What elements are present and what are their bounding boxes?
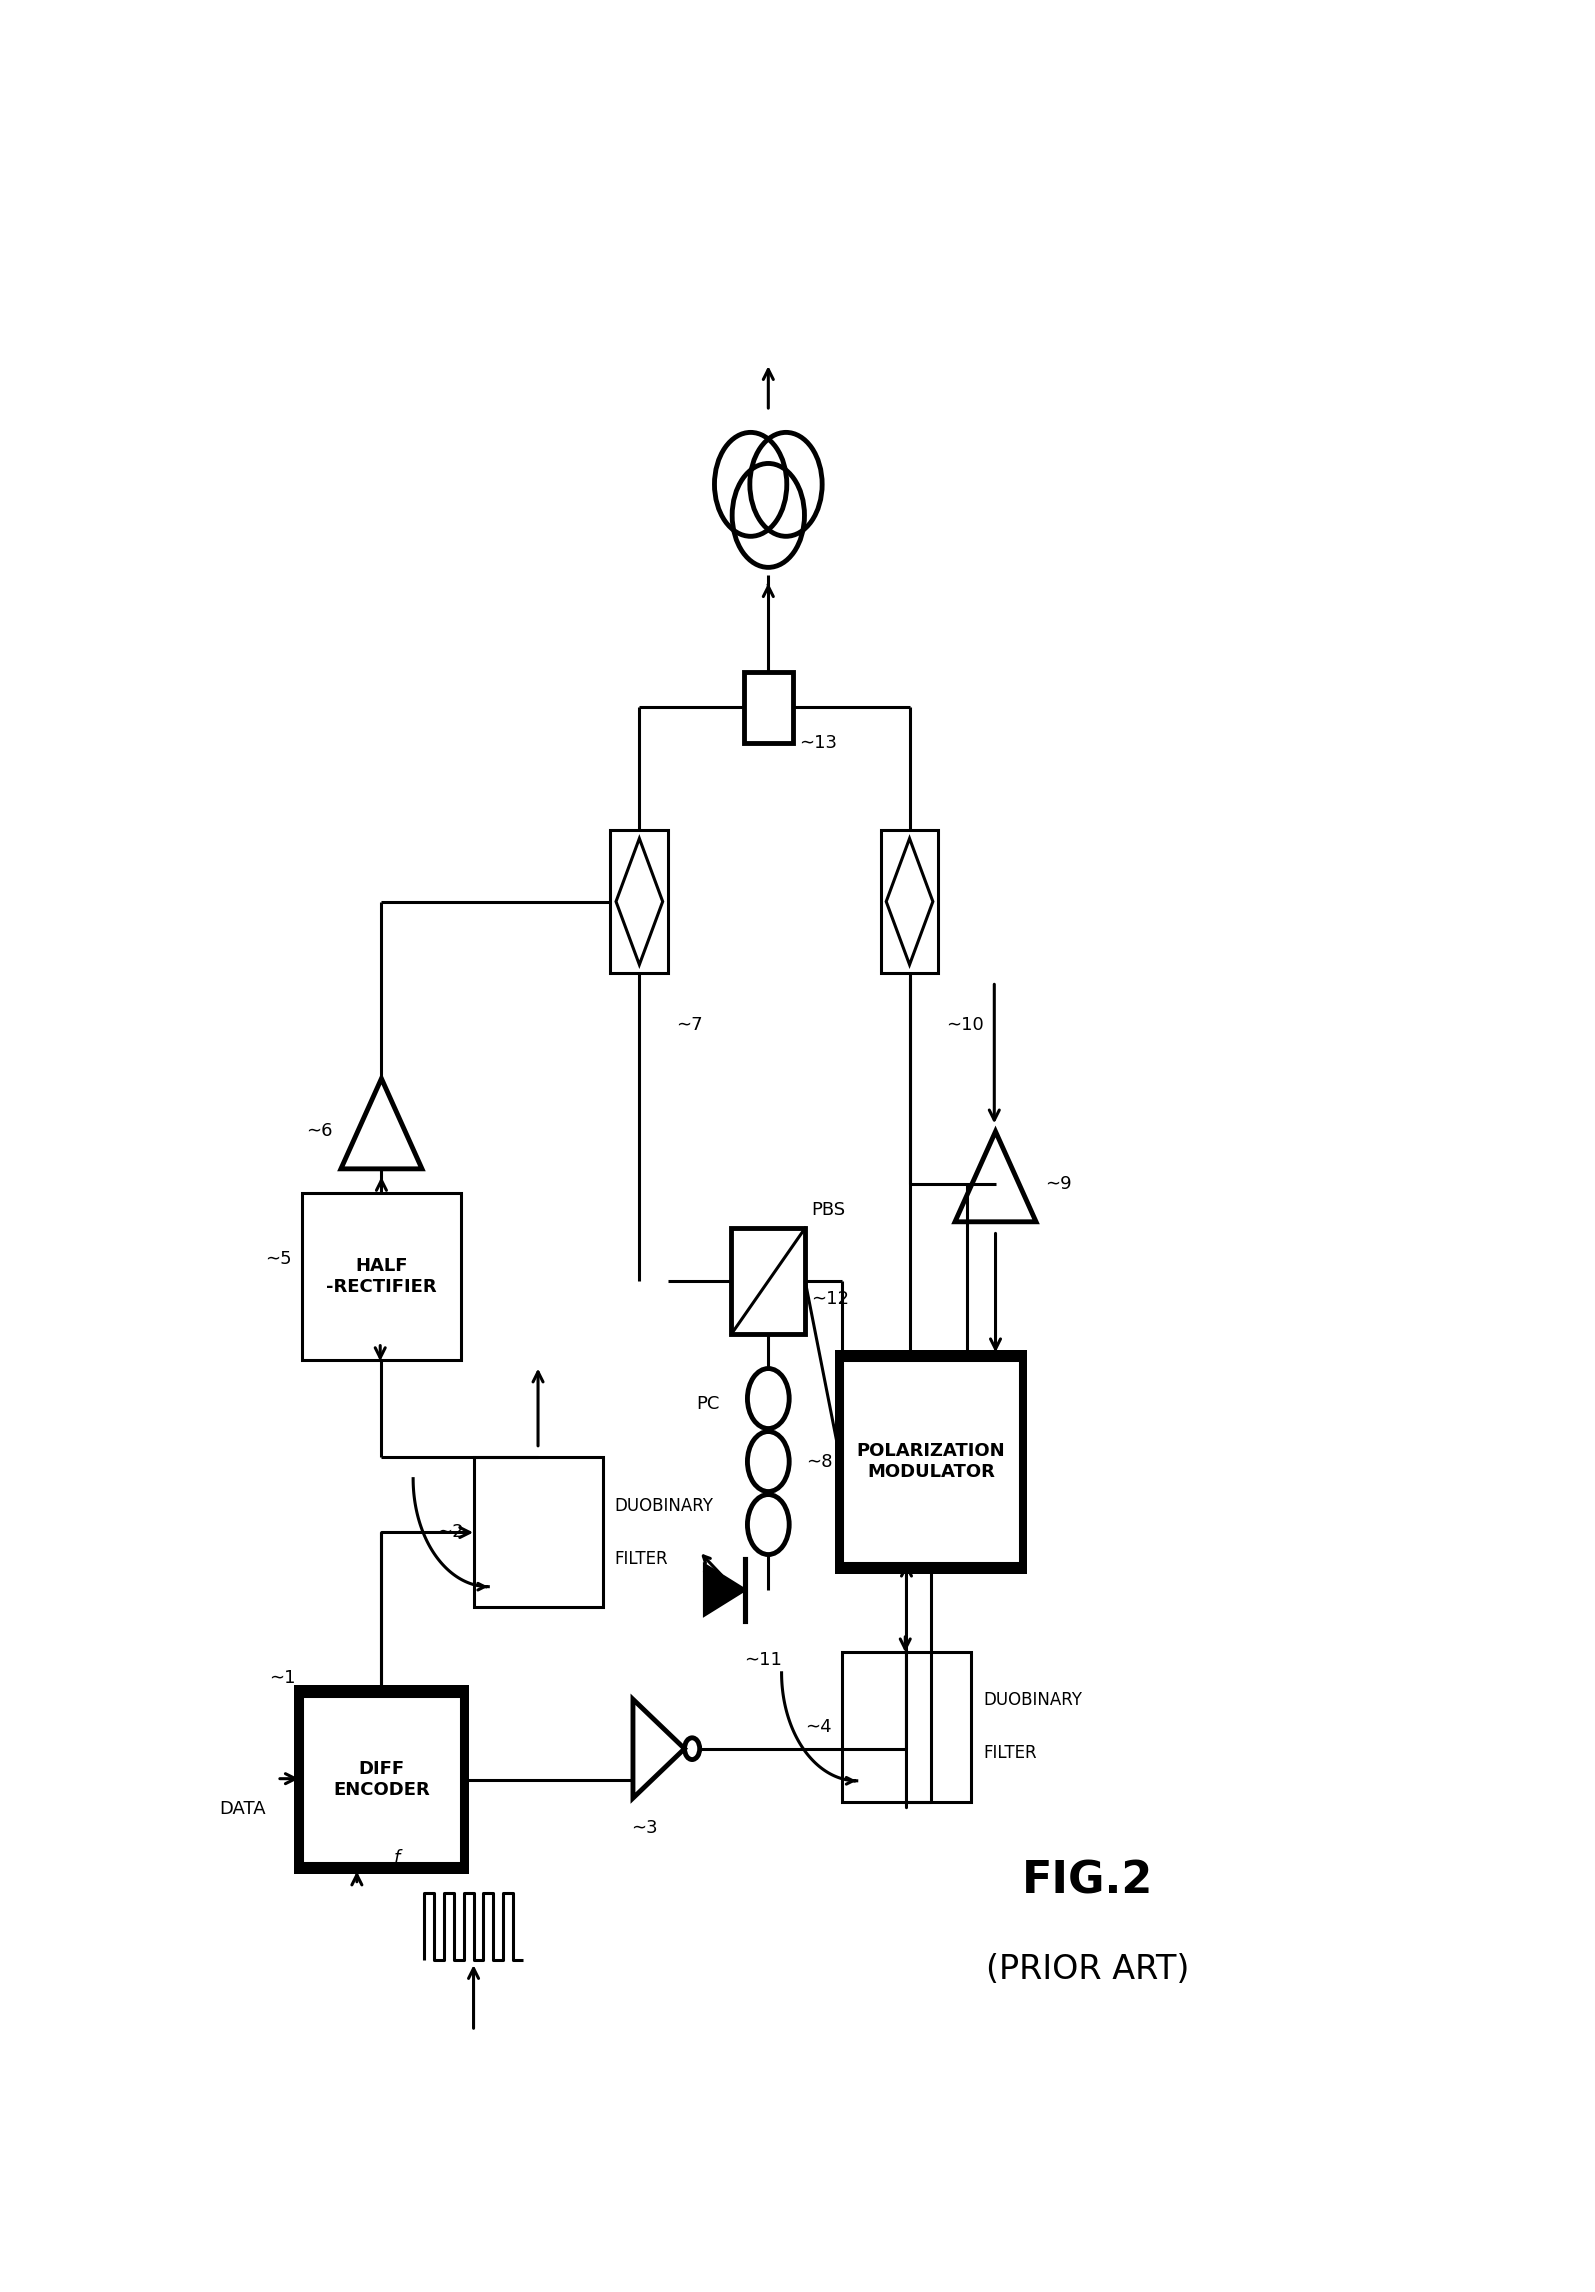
Bar (834, 1350, 1027, 1575)
Polygon shape (705, 1565, 745, 1616)
Bar (880, 830, 938, 972)
Text: FILTER: FILTER (983, 1744, 1037, 1763)
Text: DIFF
ENCODER: DIFF ENCODER (333, 1760, 429, 1799)
Text: ∼13: ∼13 (799, 733, 837, 752)
Text: DUOBINARY: DUOBINARY (614, 1497, 715, 1515)
Text: (PRIOR ART): (PRIOR ART) (986, 1953, 1190, 1985)
Text: ∼11: ∼11 (743, 1653, 782, 1669)
Text: PC: PC (695, 1396, 719, 1412)
Bar (611, 830, 668, 972)
Text: ∼1: ∼1 (270, 1669, 295, 1687)
Bar (842, 1361, 1021, 1563)
Text: POLARIZATION
MODULATOR: POLARIZATION MODULATOR (857, 1442, 1005, 1481)
Text: ∼8: ∼8 (805, 1453, 833, 1471)
Text: ∼7: ∼7 (676, 1015, 703, 1034)
Text: HALF
-RECTIFIER: HALF -RECTIFIER (325, 1258, 437, 1295)
Bar (474, 1458, 603, 1607)
Bar (842, 1653, 971, 1802)
Text: FIG.2: FIG.2 (1022, 1859, 1153, 1902)
Bar (301, 1192, 461, 1361)
Text: ∼10: ∼10 (946, 1015, 984, 1034)
Text: DATA: DATA (220, 1799, 266, 1818)
Text: FILTER: FILTER (614, 1549, 668, 1568)
Bar (301, 1696, 461, 1863)
Text: ∼2: ∼2 (437, 1524, 464, 1543)
Text: PBS: PBS (812, 1201, 845, 1219)
Text: ∼12: ∼12 (812, 1290, 849, 1309)
Text: f: f (394, 1850, 400, 1868)
Text: ∼4: ∼4 (805, 1717, 833, 1735)
Text: ∼6: ∼6 (306, 1123, 332, 1139)
Bar (293, 1685, 469, 1875)
Text: ∼3: ∼3 (632, 1820, 657, 1838)
Text: ∼9: ∼9 (1045, 1176, 1072, 1192)
Text: ∼5: ∼5 (265, 1249, 292, 1267)
Bar (732, 1229, 805, 1334)
Text: DUOBINARY: DUOBINARY (983, 1691, 1083, 1710)
Bar (743, 672, 793, 743)
